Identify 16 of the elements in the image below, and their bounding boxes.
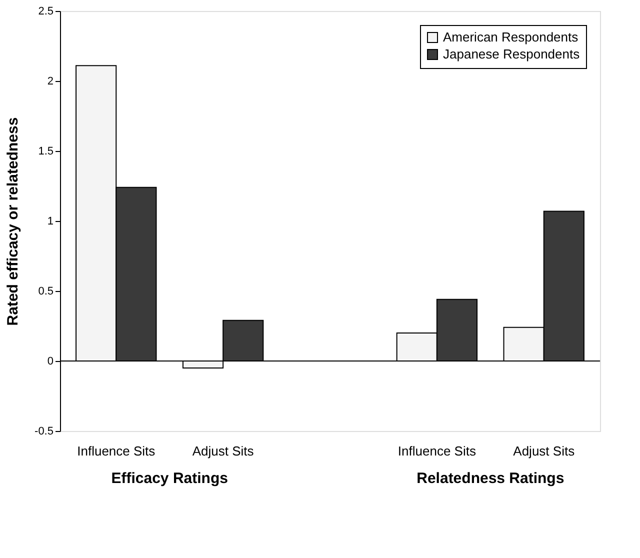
y-tick-label: 1.5: [38, 146, 54, 158]
legend-label: Japanese Respondents: [443, 46, 580, 62]
text: Relatedness Ratings: [416, 470, 564, 487]
y-tick-label: -0.5: [34, 426, 54, 438]
y-tick-label: 1: [47, 216, 54, 228]
x-tick-label: Influence Sits: [77, 444, 156, 458]
text: Efficacy Ratings: [111, 470, 228, 487]
x-tick-label: Adjust Sits: [192, 444, 254, 458]
y-tick-label: 2: [47, 76, 54, 88]
y-axis-title: Rated efficacy or relatedness: [4, 117, 22, 326]
y-tick-label: 0.5: [38, 286, 54, 298]
y-tick-label: 2.5: [38, 6, 54, 18]
x-tick-label: Adjust Sits: [513, 444, 576, 458]
legend-label: American Respondents: [443, 30, 579, 44]
y-tick-label: 0: [47, 356, 54, 368]
x-tick-label: Influence Sits: [398, 444, 476, 458]
